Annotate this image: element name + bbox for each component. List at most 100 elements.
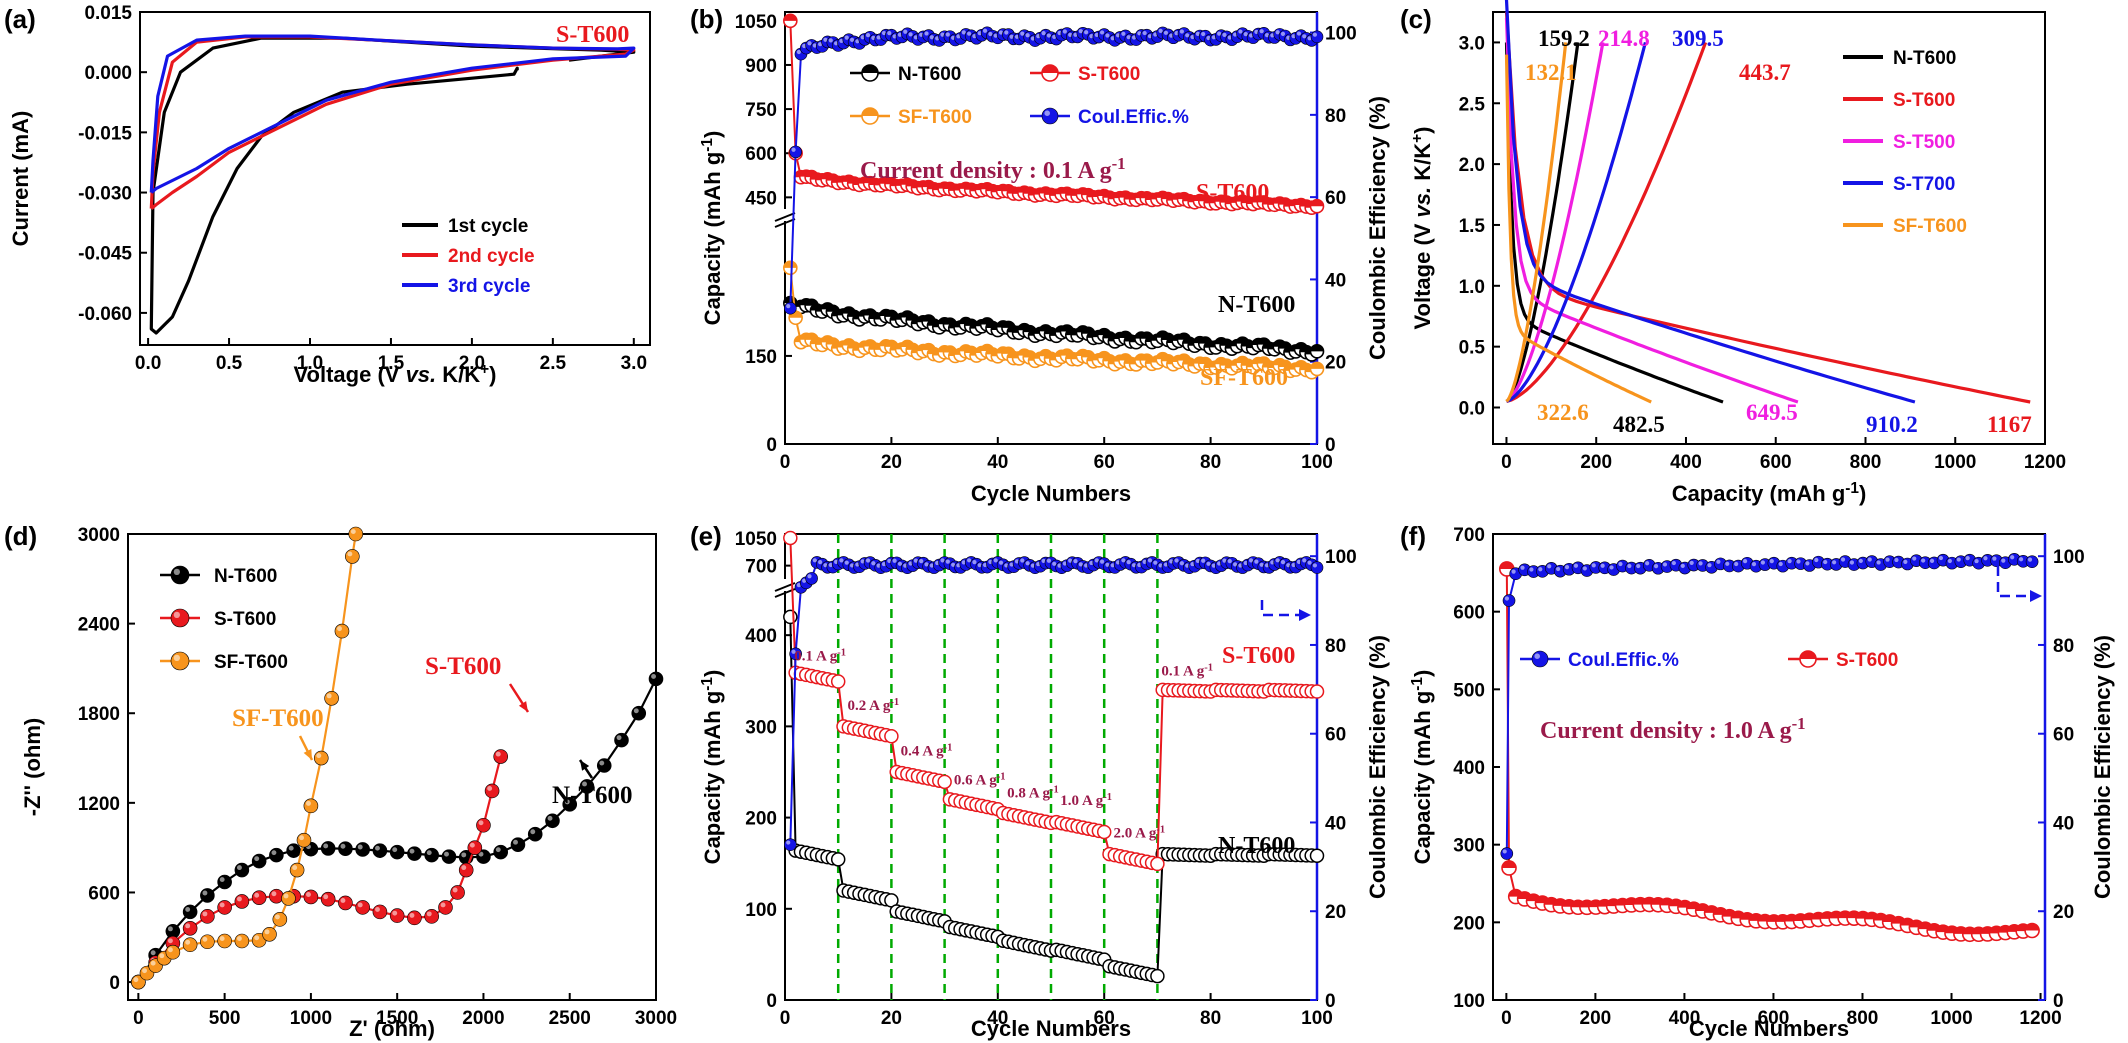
ce-point-f-53-shine: [1965, 556, 1970, 561]
ce-point-e-7-shine: [818, 560, 823, 565]
eis-point-1-5-body: [217, 900, 232, 915]
ce-point-f-1: [1502, 594, 1516, 607]
ce-point-b-71-shine: [1158, 28, 1163, 33]
x-tick-label-b-2: 40: [987, 452, 1008, 473]
ce-point-b-61-shine: [1105, 33, 1110, 38]
ce-point-b-6-shine: [812, 43, 817, 48]
ce-point-e-90-shine: [1259, 562, 1264, 567]
eis-point-1-14-body: [372, 904, 388, 920]
point-b-2-100: [1309, 361, 1325, 377]
eis-point-1-14-shine: [375, 906, 380, 912]
rate-label-2: 0.4 A g-1: [901, 742, 953, 760]
eis-point-0-13-shine: [357, 844, 363, 850]
y2-tick-label-f-5: 100: [2053, 547, 2085, 568]
ce-point-e-77-shine: [1190, 561, 1195, 567]
eis-point-2-14: [296, 832, 312, 848]
ce-point-b-24-shine: [908, 32, 913, 37]
y-tick-label-e-low-3: 300: [745, 717, 777, 738]
legend-label-b-0: N-T600: [898, 64, 961, 85]
eis-point-2-4-body: [165, 944, 181, 960]
ce-point-e-19-shine: [881, 561, 887, 567]
eis-point-0-30: [648, 671, 664, 687]
eis-point-0-20: [476, 849, 491, 864]
eis-point-0-16-body: [407, 846, 422, 861]
point-b-2-1-half: [783, 261, 797, 268]
ce-point-f-10-shine: [1582, 566, 1587, 571]
ce-point-f-4-shine: [1529, 567, 1534, 572]
ce-point-e-24-shine: [908, 561, 913, 566]
ce-point-b-44-shine: [1014, 34, 1020, 39]
ce-point-b-29-shine: [935, 36, 940, 41]
y2-tick-label-e-3: 60: [1325, 725, 1346, 746]
ce-point-b-25-shine: [913, 35, 919, 40]
point-b-0-100-half: [1310, 344, 1324, 352]
ce-point-b-17-shine: [871, 35, 876, 41]
eis-point-1-22-shine: [478, 820, 484, 826]
ce-point-e-38-shine: [982, 562, 988, 568]
eis-point-2-8: [234, 933, 250, 949]
eis-point-0-19-shine: [461, 852, 467, 858]
y-tick-label-b-up-4: 1050: [735, 12, 777, 33]
legend-marker-f-1: [1799, 650, 1817, 668]
capacity-point-f-0-half: [1499, 561, 1514, 569]
eis-point-2-0: [131, 974, 146, 990]
ce-point-b-81-shine: [1211, 35, 1216, 40]
ce-point-f-60: [2025, 555, 2039, 569]
eis-point-2-16-body: [313, 750, 329, 766]
x-tick-label-d-0: 0: [133, 1008, 144, 1029]
eis-point-1-5: [217, 900, 232, 915]
ce-point-b-12-shine: [844, 35, 849, 40]
eis-point-1-22: [476, 817, 491, 833]
ce-point-e-30-shine: [940, 558, 945, 563]
ce-point-e-41-shine: [998, 560, 1004, 565]
legend-marker-b-2-half: [862, 108, 878, 116]
ce-point-b-58-shine: [1089, 34, 1094, 39]
x-tick-label-c-5: 1000: [1934, 452, 1976, 473]
y-tick-label-a-0: 0.015: [84, 3, 132, 24]
panel-d: (d) 0 500 1000 1500 2000 2500 3000 0 600 1200 1800 2…: [4, 521, 677, 1041]
x-tick-label-b-1: 20: [881, 452, 902, 473]
eis-point-0-9-shine: [288, 845, 294, 851]
legend-label-b-1: S-T600: [1078, 64, 1140, 85]
x-tick-label-f-0: 0: [1501, 1008, 1512, 1029]
ce-point-e-10-shine: [834, 559, 839, 564]
ce-point-f-0-body: [1500, 847, 1514, 860]
ce-line-f: [1505, 558, 2033, 854]
x-axis-label-d: Z' (ohm): [349, 1016, 435, 1041]
eis-point-2-19-body: [345, 549, 360, 564]
eis-point-2-20: [348, 526, 364, 542]
eis-point-0-6: [234, 862, 250, 878]
x-tick-label-b-0: 0: [780, 452, 791, 473]
eis-point-1-24-body: [493, 749, 509, 764]
eis-point-0-28-shine: [616, 735, 622, 741]
ce-point-b-97-shine: [1296, 31, 1302, 36]
eis-point-2-8-shine: [236, 936, 242, 942]
ce-point-f-24-shine: [1707, 563, 1712, 568]
ce-point-f-41-shine: [1858, 558, 1863, 564]
ce-point-b-34-shine: [961, 30, 966, 35]
panel-label-e: (e): [690, 521, 722, 551]
x-tick-label-b-3: 60: [1094, 452, 1115, 473]
legend-label-c-1: S-T600: [1893, 90, 1955, 111]
ce-point-b-48-shine: [1036, 34, 1041, 39]
eis-point-2-3-shine: [159, 953, 165, 959]
eis-point-0-17-body: [424, 847, 439, 863]
ce-point-e-68-shine: [1142, 559, 1147, 564]
ce-point-f-28-shine: [1742, 559, 1748, 564]
eis-point-1-8-shine: [271, 891, 277, 897]
eis-point-1-7: [251, 890, 267, 905]
ce-point-e-44-shine: [1014, 559, 1020, 564]
ce-point-f-2-shine: [1511, 569, 1516, 574]
y-tick-label-f-4: 500: [1453, 680, 1485, 701]
legend-marker-f-0: [1531, 650, 1549, 668]
x-tick-label-a-5: 2.5: [540, 353, 567, 374]
rate-point-s-70: [1150, 856, 1165, 872]
ce-point-f-25-shine: [1716, 559, 1721, 564]
y-tick-label-e-up-0: 700: [745, 557, 777, 578]
ce-point-b-14-shine: [855, 39, 860, 44]
ce-point-f-1-body: [1502, 594, 1516, 607]
ce-point-e-80-shine: [1206, 561, 1211, 566]
y-axis-label-d: -Z'' (ohm): [20, 718, 45, 816]
y-tick-label-b-low-0: 0: [766, 435, 777, 456]
eis-point-0-3: [182, 904, 198, 920]
